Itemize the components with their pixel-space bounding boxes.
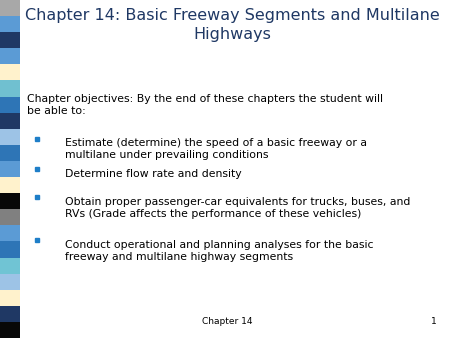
Bar xyxy=(0,290,20,306)
Bar xyxy=(0,48,20,64)
Bar xyxy=(35,238,40,242)
Bar xyxy=(0,241,20,258)
Text: Conduct operational and planning analyses for the basic
freeway and multilane hi: Conduct operational and planning analyse… xyxy=(65,240,374,262)
Bar xyxy=(35,167,40,171)
Bar xyxy=(0,161,20,177)
Bar xyxy=(0,113,20,129)
Text: Obtain proper passenger-car equivalents for trucks, buses, and
RVs (Grade affect: Obtain proper passenger-car equivalents … xyxy=(65,197,410,219)
Bar xyxy=(0,145,20,161)
Bar xyxy=(0,177,20,193)
Bar xyxy=(0,129,20,145)
Bar xyxy=(35,137,40,141)
Bar xyxy=(0,322,20,338)
Bar xyxy=(0,306,20,322)
Bar xyxy=(0,80,20,97)
Bar xyxy=(0,225,20,241)
Text: Determine flow rate and density: Determine flow rate and density xyxy=(65,169,242,179)
Text: Chapter 14: Chapter 14 xyxy=(202,317,253,326)
Bar xyxy=(0,258,20,274)
Text: Chapter 14: Basic Freeway Segments and Multilane
Highways: Chapter 14: Basic Freeway Segments and M… xyxy=(25,8,439,42)
Bar xyxy=(0,274,20,290)
Bar xyxy=(0,16,20,32)
Bar xyxy=(0,0,20,16)
Text: Estimate (determine) the speed of a basic freeway or a
multilane under prevailin: Estimate (determine) the speed of a basi… xyxy=(65,139,367,161)
Bar xyxy=(0,193,20,209)
Text: 1: 1 xyxy=(432,317,437,326)
Bar xyxy=(0,209,20,225)
Text: Chapter objectives: By the end of these chapters the student will
be able to:: Chapter objectives: By the end of these … xyxy=(27,94,383,116)
Bar xyxy=(0,64,20,80)
Bar xyxy=(35,195,40,199)
Bar xyxy=(0,32,20,48)
Bar xyxy=(0,97,20,113)
